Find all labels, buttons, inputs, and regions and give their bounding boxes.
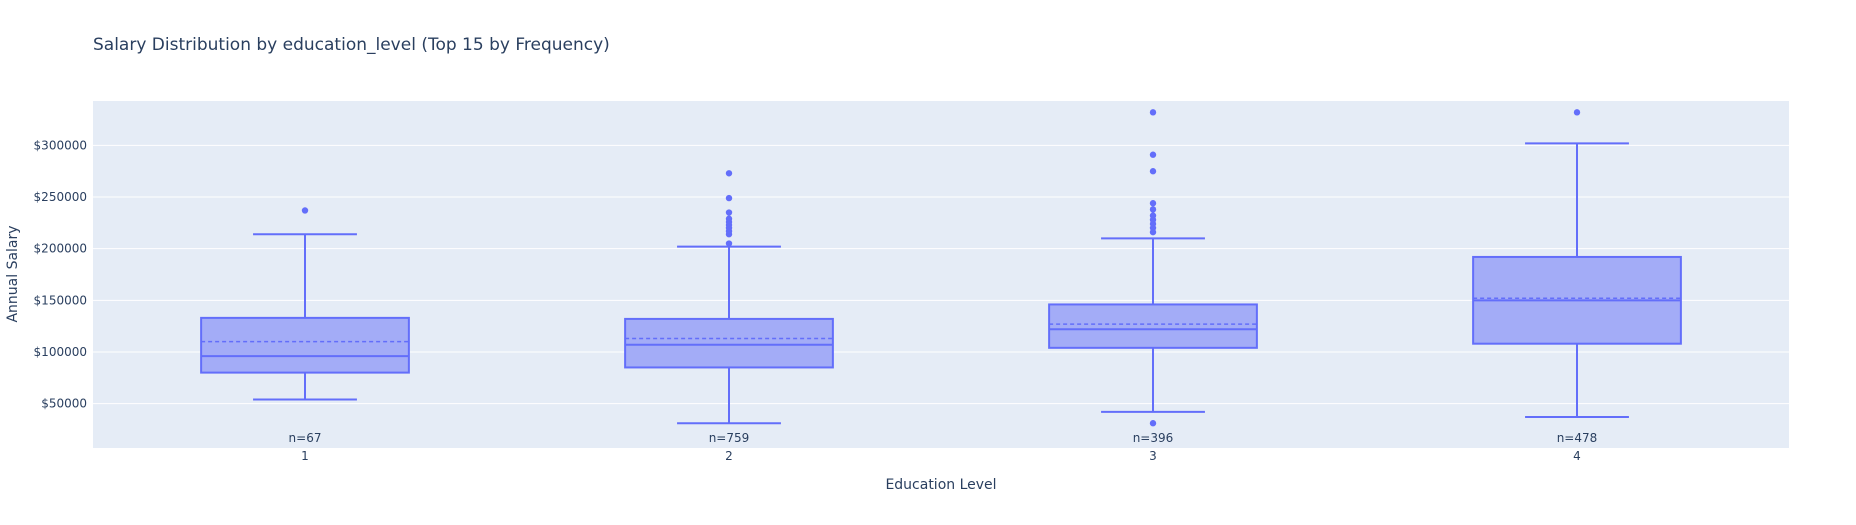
outlier-point bbox=[725, 215, 733, 222]
x-tick-label: 4 bbox=[1573, 449, 1581, 463]
x-axis-title: Education Level bbox=[885, 477, 996, 493]
outlier-point bbox=[1149, 212, 1157, 219]
box-group: n=67 bbox=[200, 207, 410, 445]
outlier-point bbox=[1149, 151, 1157, 158]
iqr-box bbox=[624, 317, 834, 369]
y-tick-label: $250000 bbox=[34, 190, 87, 204]
y-tick-label: $200000 bbox=[34, 242, 87, 256]
iqr-box bbox=[200, 316, 410, 374]
x-tick-label: 1 bbox=[301, 449, 309, 463]
box-series: n=67 n=759 n=396 n=478 bbox=[200, 109, 1682, 445]
outlier-point bbox=[725, 240, 733, 247]
chart-title: Salary Distribution by education_level (… bbox=[93, 35, 610, 55]
count-label: n=759 bbox=[709, 431, 750, 445]
outlier-point bbox=[1149, 206, 1157, 213]
iqr-box bbox=[1048, 303, 1258, 349]
outlier-point bbox=[725, 209, 733, 216]
x-tick-label: 3 bbox=[1149, 449, 1157, 463]
count-label: n=396 bbox=[1133, 431, 1174, 445]
count-label: n=478 bbox=[1557, 431, 1598, 445]
box-group: n=396 bbox=[1048, 109, 1258, 445]
outlier-point bbox=[1149, 109, 1157, 116]
box-group: n=478 bbox=[1472, 109, 1682, 445]
y-tick-label: $50000 bbox=[41, 397, 87, 411]
box-group: n=759 bbox=[624, 170, 834, 445]
outlier-point bbox=[1149, 420, 1157, 427]
y-axis-ticks: $50000 $100000 $150000 $200000 $250000 $30000… bbox=[34, 138, 87, 410]
x-tick-label: 2 bbox=[725, 449, 733, 463]
count-label: n=67 bbox=[289, 431, 322, 445]
y-axis-title: Annual Salary bbox=[5, 225, 21, 322]
outlier-point bbox=[725, 194, 733, 202]
y-tick-label: $100000 bbox=[34, 345, 87, 359]
outlier-point bbox=[725, 170, 733, 177]
outlier-point bbox=[1149, 168, 1157, 175]
y-tick-label: $300000 bbox=[34, 138, 87, 152]
outlier-point bbox=[1149, 200, 1157, 207]
y-tick-label: $150000 bbox=[34, 293, 87, 307]
outlier-point bbox=[301, 207, 309, 214]
x-axis-ticks: 1 2 3 4 bbox=[301, 449, 1581, 463]
outlier-point bbox=[1573, 109, 1581, 116]
